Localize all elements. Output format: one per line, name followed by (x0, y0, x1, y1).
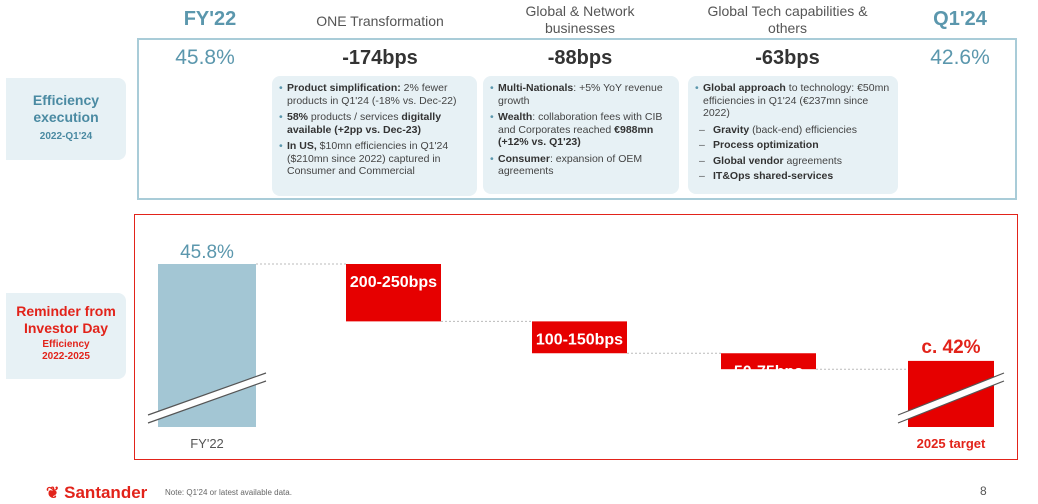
gt-notes: Global approach to technology: €50mn eff… (688, 76, 898, 194)
efficiency-execution-frame (137, 38, 1017, 200)
col-header-fy22: FY'22 (183, 8, 237, 30)
gn-notes: Multi-Nationals: +5% YoY revenue growth … (483, 76, 679, 194)
one-note-3: In US, $10mn efficiencies in Q1'24 ($210… (279, 140, 470, 178)
investor-day-label: Reminder from Investor Day Efficiency 20… (6, 293, 126, 379)
efficiency-waterfall-chart: 45.8% 200-250bps 100-150bps 50-75bps c. 42% F… (146, 242, 1006, 451)
one-note-1: Product simplification: 2% fewer product… (279, 82, 470, 107)
bar-step-3 (721, 353, 816, 370)
one-notes: Product simplification: 2% fewer product… (272, 76, 477, 196)
investor-day-title: Reminder from Investor Day (16, 303, 116, 336)
axis-break-bg-0 (146, 373, 268, 423)
gt-subnote-3: Global vendor agreements (695, 155, 891, 168)
bar-step-2 (532, 321, 627, 354)
efficiency-execution-sub: 2022-Q1'24 (39, 131, 93, 142)
gt-subnote-1: Gravity (back-end) efficiencies (695, 124, 891, 137)
axis-break-line-a-4 (897, 380, 1005, 424)
santander-logo: ❦ Santander (46, 483, 147, 503)
bar-step-1 (346, 264, 441, 322)
footer-note: Note: Q1'24 or latest available data. (165, 488, 292, 497)
gn-bps: -88bps (547, 47, 613, 69)
one-bps: -174bps (342, 47, 418, 69)
gt-subnote-4: IT&Ops shared-services (695, 170, 891, 183)
gn-note-1: Multi-Nationals: +5% YoY revenue growth (490, 82, 672, 107)
axis-break-line-b-0 (147, 372, 267, 416)
gn-note-2: Wealth: collaboration fees with CIB and … (490, 111, 672, 149)
investor-day-sub: Efficiency 2022-2025 (42, 339, 90, 362)
x-label-fy22: FY'22 (190, 436, 224, 451)
investor-day-frame (134, 214, 1018, 460)
bar-fy22-label: 45.8% (180, 242, 234, 263)
page-number: 8 (980, 484, 987, 498)
col-header-one: ONE Transformation (316, 13, 444, 29)
axis-break-line-b-4 (897, 372, 1005, 416)
gt-bps: -63bps (755, 47, 820, 69)
bar-step-2-label: 100-150bps (536, 331, 623, 348)
gt-subnote-2: Process optimization (695, 139, 891, 152)
gt-note-1: Global approach to technology: €50mn eff… (695, 82, 891, 120)
col-header-global-tech: Global Tech capabilities & others (707, 3, 868, 36)
bar-step-3-label: 50-75bps (734, 363, 803, 380)
q124-value: 42.6% (930, 46, 990, 69)
one-note-2: 58% products / services digitally availa… (279, 111, 470, 136)
bar-2025-target-label: c. 42% (921, 337, 980, 358)
x-label-2025-target: 2025 target (917, 436, 986, 451)
efficiency-execution-label: Efficiency execution 2022-Q1'24 (6, 78, 126, 160)
efficiency-execution-title: Efficiency execution (32, 92, 100, 125)
axis-break-line-a-0 (147, 380, 267, 424)
col-header-q124: Q1'24 (933, 8, 987, 30)
flame-icon: ❦ (46, 485, 60, 502)
brand-name: Santander (64, 483, 148, 502)
bar-step-1-label: 200-250bps (350, 274, 437, 291)
gn-note-3: Consumer: expansion of OEM agreements (490, 153, 672, 178)
fy22-value: 45.8% (175, 46, 235, 69)
col-header-global-network: Global & Network businesses (525, 3, 635, 36)
axis-break-bg-4 (896, 373, 1006, 423)
